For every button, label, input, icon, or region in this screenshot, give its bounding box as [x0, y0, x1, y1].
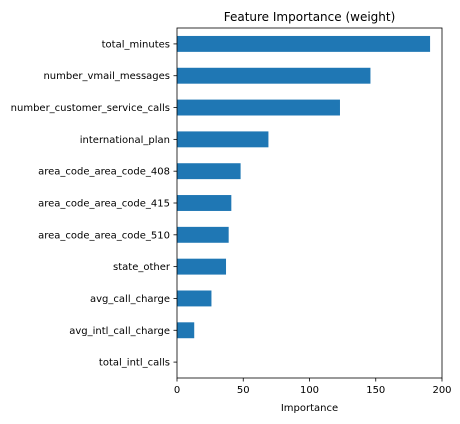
bar-total-minutes — [177, 35, 431, 52]
y-tick-label: international_plan — [80, 135, 170, 146]
bars-group — [177, 35, 431, 339]
y-tick-label: total_minutes — [102, 39, 170, 50]
y-tick-label: number_customer_service_calls — [11, 103, 170, 114]
y-tick-label: number_vmail_messages — [43, 71, 170, 82]
bar-number-customer-service-calls — [177, 99, 340, 116]
bar-area-code-area-code-415 — [177, 195, 232, 211]
plot-frame — [176, 27, 443, 379]
y-tick-label: avg_intl_call_charge — [69, 326, 170, 337]
x-tick-label: 150 — [366, 385, 385, 396]
bar-state-other — [177, 258, 227, 275]
x-axis-label: Importance — [281, 403, 338, 414]
y-tick-label: total_intl_calls — [99, 358, 170, 369]
chart-title: Feature Importance (weight) — [224, 10, 396, 24]
x-tick-label: 200 — [432, 385, 451, 396]
y-tick-label: area_code_area_code_408 — [38, 167, 170, 178]
y-axis: total_minutes number_vmail_messagesnumber… — [11, 39, 177, 369]
y-tick-label: area_code_area_code_510 — [38, 230, 170, 241]
x-tick-label: 100 — [300, 385, 319, 396]
x-axis: 0 50 100 150 200 — [174, 378, 452, 396]
x-tick-label: 0 — [174, 385, 180, 396]
bar-avg-call-charge — [177, 290, 212, 307]
x-tick-label: 50 — [237, 385, 250, 396]
bar-area-code-area-code-408 — [177, 163, 241, 180]
bar-number-vmail-messages — [177, 67, 371, 84]
bar-avg-intl-call-charge — [177, 322, 195, 339]
bar-international-plan — [177, 131, 269, 148]
y-tick-label: state_other — [113, 262, 171, 273]
y-tick-label: area_code_area_code_415 — [38, 199, 170, 210]
bar-area-code-area-code-510 — [177, 226, 229, 243]
y-tick-label: avg_call_charge — [90, 294, 170, 305]
